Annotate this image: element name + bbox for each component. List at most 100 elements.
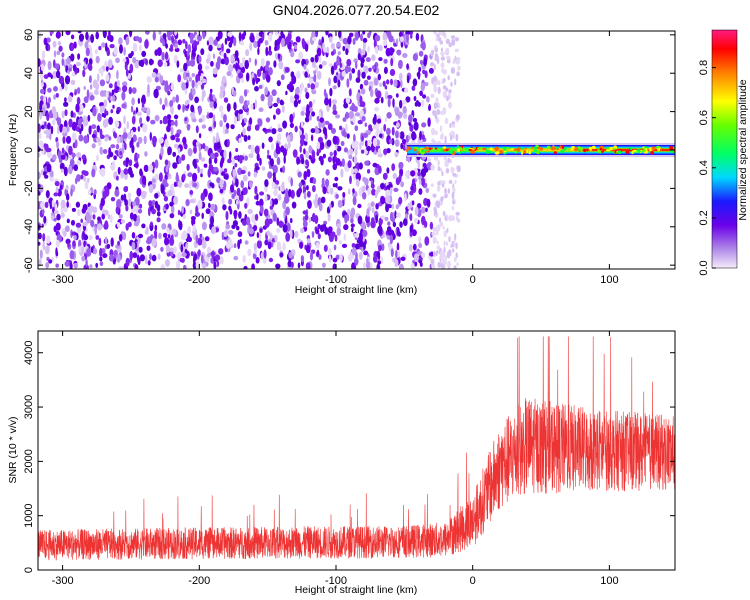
- spectrogram-noise-cell: [276, 80, 281, 87]
- spectrogram-noise-cell: [267, 50, 273, 56]
- spectrogram-noise-cell: [158, 232, 162, 240]
- spectrogram-xtick-label: 0: [470, 274, 476, 286]
- spectrogram-noise-cell: [294, 230, 299, 238]
- spectrogram-noise-cell: [146, 76, 152, 83]
- signal-band-cell: [632, 149, 637, 152]
- spectrogram-noise-cell: [378, 165, 382, 174]
- signal-band-cell: [612, 147, 616, 150]
- spectrogram-noise-cell: [55, 31, 61, 39]
- spectrogram-noise-cell: [175, 133, 180, 138]
- spectrogram-noise-cell: [230, 124, 235, 130]
- spectrogram-noise-cell: [449, 123, 452, 129]
- spectrogram-noise-cell: [253, 242, 257, 251]
- spectrogram-noise-cell: [198, 55, 202, 63]
- spectrogram-noise-cell: [165, 203, 169, 210]
- spectrogram-noise-cell: [266, 60, 270, 66]
- spectrogram-noise-cell: [242, 174, 248, 182]
- spectrogram-noise-cell: [386, 204, 393, 209]
- spectrogram-noise-cell: [53, 50, 57, 58]
- spectrogram-noise-cell: [274, 52, 279, 60]
- signal-band-cell: [583, 148, 587, 153]
- spectrogram-noise-cell: [429, 62, 435, 67]
- spectrogram-noise-cell: [197, 199, 203, 210]
- spectrogram-noise-cell: [190, 251, 194, 257]
- signal-band-cell: [591, 145, 596, 150]
- spectrogram-noise-cell: [52, 154, 57, 161]
- spectrogram-noise-cell: [359, 141, 362, 150]
- spectrogram-noise-cell: [148, 58, 154, 66]
- spectrogram-noise-cell: [244, 240, 249, 245]
- spectrogram-noise-cell: [156, 217, 161, 223]
- spectrogram-noise-cell: [125, 205, 129, 212]
- spectrogram-noise-cell: [56, 50, 61, 56]
- spectrogram-noise-cell: [92, 206, 98, 214]
- spectrogram-noise-cell: [164, 259, 171, 267]
- spectrogram-noise-cell: [164, 138, 169, 148]
- spectrogram-noise-cell: [450, 35, 456, 39]
- spectrogram-ytick-label: -40: [23, 219, 35, 235]
- spectrogram-noise-cell: [233, 211, 237, 220]
- spectrogram-noise-cell: [337, 51, 341, 56]
- spectrogram-noise-cell: [144, 254, 148, 265]
- signal-band-cell: [487, 150, 493, 154]
- spectrogram-noise-cell: [74, 91, 77, 96]
- spectrogram-noise-cell: [300, 82, 304, 92]
- spectrogram-noise-cell: [147, 260, 151, 266]
- spectrogram-noise-cell: [268, 32, 273, 42]
- spectrogram-noise-cell: [127, 166, 133, 175]
- spectrogram-noise-cell: [186, 124, 191, 131]
- signal-band-cell: [413, 146, 419, 149]
- signal-band-cell: [559, 145, 562, 149]
- spectrogram-noise-cell: [386, 127, 391, 136]
- spectrogram-noise-cell: [400, 142, 404, 150]
- spectrogram-noise-cell: [433, 75, 437, 82]
- spectrogram-noise-cell: [441, 132, 444, 140]
- spectrogram-noise-cell: [268, 136, 273, 143]
- spectrogram-noise-cell: [421, 122, 427, 128]
- spectrogram-noise-cell: [276, 157, 281, 166]
- spectrogram-noise-cell: [265, 46, 269, 57]
- spectrogram-noise-cell: [337, 199, 343, 208]
- spectrogram-noise-cell: [378, 244, 382, 252]
- spectrogram-noise-cell: [444, 194, 448, 199]
- spectrogram-noise-cell: [431, 127, 436, 136]
- spectrogram-noise-cell: [181, 252, 187, 258]
- spectrogram-noise-cell: [231, 157, 236, 165]
- spectrogram-noise-cell: [354, 31, 359, 41]
- spectrogram-noise-cell: [243, 31, 247, 37]
- spectrogram-noise-cell: [165, 165, 169, 173]
- signal-band-cell: [428, 147, 432, 151]
- spectrogram-noise-cell: [273, 114, 276, 120]
- spectrogram-noise-cell: [219, 188, 224, 194]
- spectrogram-noise-cell: [239, 62, 244, 68]
- spectrogram-noise-cell: [74, 139, 78, 148]
- spectrogram-noise-cell: [300, 227, 305, 234]
- spectrogram-noise-cell: [138, 246, 143, 253]
- spectrogram-noise-cell: [53, 86, 58, 92]
- spectrogram-noise-cell: [212, 53, 216, 59]
- spectrogram-noise-cell: [245, 216, 251, 226]
- spectrogram-noise-cell: [259, 204, 264, 214]
- spectrogram-noise-cell: [170, 121, 176, 126]
- spectrogram-noise-cell: [307, 83, 311, 89]
- spectrogram-noise-cell: [241, 76, 244, 84]
- spectrogram-noise-cell: [141, 94, 146, 100]
- spectrogram-noise-cell: [361, 115, 366, 122]
- spectrogram-noise-cell: [440, 168, 443, 172]
- spectrogram-noise-cell: [290, 261, 294, 268]
- spectrogram-noise-cell: [152, 31, 156, 41]
- spectrogram-noise-cell: [133, 213, 138, 222]
- spectrogram-noise-cell: [412, 78, 418, 87]
- spectrogram-noise-cell: [246, 197, 250, 206]
- spectrogram-noise-cell: [200, 173, 203, 178]
- spectrogram-noise-cell: [166, 114, 172, 120]
- spectrogram-noise-cell: [377, 73, 381, 81]
- spectrogram-noise-cell: [354, 140, 359, 146]
- spectrogram-noise-cell: [76, 160, 81, 166]
- spectrogram-noise-cell: [317, 233, 321, 240]
- spectrogram-noise-cell: [76, 152, 82, 158]
- spectrogram-noise-cell: [61, 58, 65, 67]
- spectrogram-noise-cell: [116, 70, 119, 80]
- spectrogram-noise-cell: [322, 127, 327, 135]
- spectrogram-noise-cell: [349, 175, 352, 185]
